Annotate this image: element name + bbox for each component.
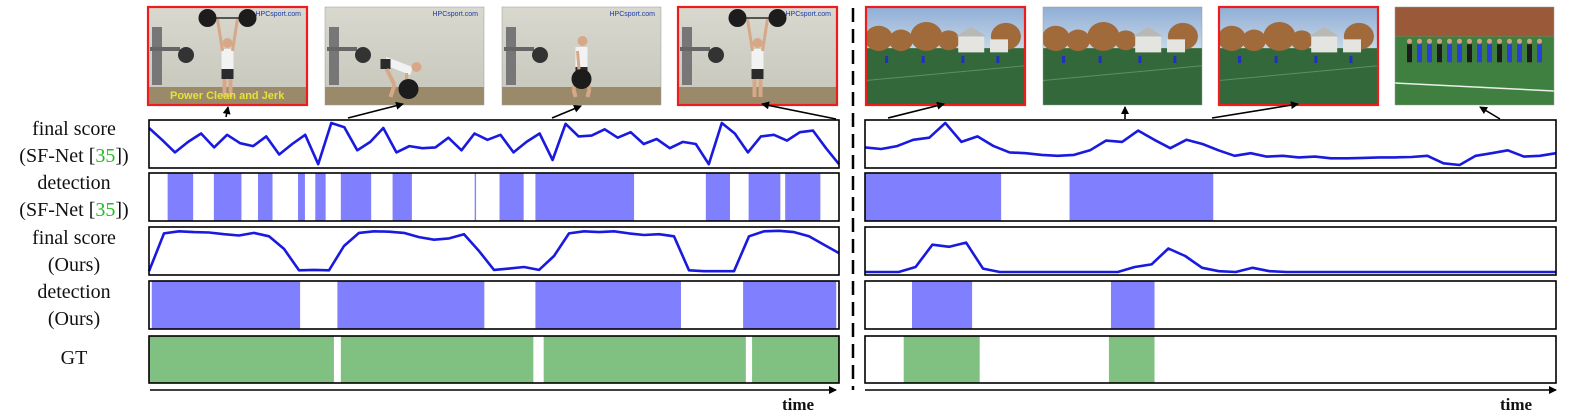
left-gt-segment <box>149 336 334 383</box>
thumbnail-watermark: HPCsport.com <box>432 11 478 18</box>
left-sf-detection-segment <box>785 173 821 221</box>
label-final-score-sf-line2: (SF-Net [35]) <box>19 145 128 167</box>
right-sf-score-panel <box>864 119 1557 169</box>
right-ours-score-frame <box>864 226 1557 276</box>
left-ours-detection-segment <box>151 281 301 329</box>
left-gt-frame <box>148 335 840 384</box>
left-sf-detection-segment <box>748 173 781 221</box>
left-sf-detection-segment <box>474 173 477 221</box>
left-ours-detection-segment <box>743 281 837 329</box>
left-gt-panel <box>148 335 840 384</box>
arrow-left-frame-4 <box>761 101 837 120</box>
left-ours-detection-frame <box>148 280 840 330</box>
left-sf-detection-segment <box>315 173 326 221</box>
arrow-left-frame-2 <box>347 101 404 119</box>
left-ours-score-frame <box>148 226 840 276</box>
left-video-panels <box>147 119 841 384</box>
left-sf-detection-panel <box>148 172 840 222</box>
left-sf-score-line <box>148 121 841 166</box>
right-video-thumbnails <box>864 5 1555 107</box>
left-sf-detection-segment <box>499 173 524 221</box>
left-sf-score-frame <box>148 119 840 169</box>
left-sf-detection-frame <box>148 172 840 222</box>
right-gt-segment <box>1108 336 1155 383</box>
left-gt-segment <box>340 336 534 383</box>
left-sf-detection-segment <box>167 173 194 221</box>
left-ours-score-panel <box>147 226 840 276</box>
right-gt-segment <box>903 336 980 383</box>
thumbnail-caption: Power Clean and Jerk <box>170 90 285 102</box>
right-ours-score-line <box>865 241 1556 274</box>
right-ours-detection-frame <box>864 280 1557 330</box>
right-thumbnail-3 <box>1217 5 1380 107</box>
label-detection-ours-line1: detection <box>37 281 110 303</box>
row-labels: final score (SF-Net [35]) detection (SF-… <box>19 118 128 369</box>
right-ours-detection-segment <box>1110 281 1155 329</box>
right-gt-panel <box>864 335 1557 384</box>
label-final-score-ours-line2: (Ours) <box>48 254 100 276</box>
right-sf-score-line <box>864 121 1557 167</box>
arrow-right-frame-1 <box>887 101 945 119</box>
right-ours-detection-panel <box>864 280 1557 330</box>
right-gt-frame <box>864 335 1557 384</box>
left-thumbnail-1: HPCsport.com Power Clean and Jerk <box>146 5 309 107</box>
label-gt: GT <box>61 347 88 369</box>
thumbnail-watermark: HPCsport.com <box>609 11 655 18</box>
left-ours-detection-segment <box>535 281 681 329</box>
right-sf-detection-frame <box>864 172 1557 222</box>
left-ours-score-line <box>147 229 840 273</box>
right-sf-detection-panel <box>864 172 1557 222</box>
left-sf-detection-segment <box>705 173 730 221</box>
right-thumbnail-2 <box>1042 6 1203 106</box>
arrow-right-frame-3 <box>1211 101 1299 119</box>
left-thumbnail-3: HPCsport.com <box>501 6 662 106</box>
right-ours-detection-segment <box>911 281 973 329</box>
label-detection-ours-line2: (Ours) <box>48 308 100 330</box>
left-sf-detection-segment <box>298 173 305 221</box>
left-ours-detection-segment <box>337 281 485 329</box>
right-time-label: time <box>1500 395 1533 414</box>
left-ours-detection-panel <box>148 280 840 330</box>
label-detection-sf-line1: detection <box>37 172 110 194</box>
thumbnail-arrows <box>222 101 1501 120</box>
right-sf-detection-segment <box>1069 173 1214 221</box>
left-thumbnail-4: HPCsport.com <box>676 5 839 107</box>
label-detection-sf-line2: (SF-Net [35]) <box>19 199 128 221</box>
right-sf-score-frame <box>864 119 1557 169</box>
thumbnail-watermark: HPCsport.com <box>255 11 301 18</box>
right-ours-score-panel <box>864 226 1557 276</box>
label-final-score-sf-line1: final score <box>32 118 116 140</box>
right-sf-detection-segment <box>865 173 1002 221</box>
arrow-left-frame-3 <box>551 104 582 119</box>
right-video-panels <box>864 119 1557 384</box>
left-sf-detection-segment <box>213 173 242 221</box>
left-gt-segment <box>543 336 746 383</box>
time-axes: time time <box>150 386 1557 414</box>
left-sf-detection-segment <box>340 173 372 221</box>
left-sf-detection-segment <box>392 173 412 221</box>
left-time-label: time <box>782 395 815 414</box>
left-sf-score-panel <box>148 119 841 169</box>
left-gt-segment <box>752 336 839 383</box>
arrow-left-frame-1 <box>222 106 231 118</box>
left-sf-detection-segment <box>258 173 273 221</box>
label-final-score-ours-line1: final score <box>32 227 116 249</box>
left-sf-detection-segment <box>535 173 635 221</box>
right-thumbnail-4 <box>1394 6 1555 106</box>
arrow-right-frame-4 <box>1479 106 1501 120</box>
right-thumbnail-1 <box>864 5 1027 107</box>
thumbnail-watermark: HPCsport.com <box>785 11 831 18</box>
left-thumbnail-2: HPCsport.com <box>324 6 485 106</box>
